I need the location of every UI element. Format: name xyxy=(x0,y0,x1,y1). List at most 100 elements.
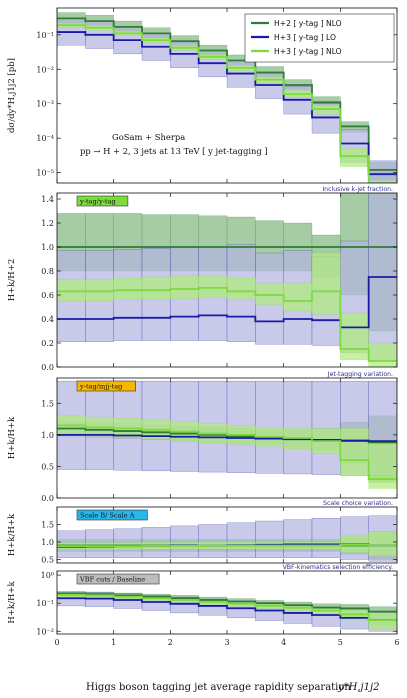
band-h3nlo-bin-11 xyxy=(368,531,397,557)
band-h3nlo-bin-2 xyxy=(113,278,143,301)
panel-caption-ratio-k: Inclusive k-jet fraction. xyxy=(322,186,393,193)
y-axis-label-scale: H+k/H+k xyxy=(7,513,17,556)
ytick-label-ratio-k-7: 1.4 xyxy=(41,195,54,204)
line-h3nlo-scale xyxy=(57,543,397,548)
panel-jet-tag: 0.0 0.5 1.0 1.5 H+k/H+k y-tag/mjj-tag Jet-tagg… xyxy=(7,371,398,503)
ytick-label-main-2: 10⁻³ xyxy=(36,100,54,109)
ytick-label-jet-tag-0: 0.0 xyxy=(41,494,54,503)
ytick-label-ratio-k-1: 0.2 xyxy=(41,339,54,348)
xtick-label-2: 2 xyxy=(168,638,173,647)
band-h3lo-bin-8 xyxy=(283,380,313,475)
badge-label-scale: Scale B/ Scale A xyxy=(80,512,135,520)
line-h3nlo-ratio-k xyxy=(57,286,397,362)
xtick-label-4: 4 xyxy=(281,638,286,647)
band-h3lo-bin-6 xyxy=(226,522,256,558)
xtick-label-6: 6 xyxy=(394,638,399,647)
ytick-label-main-0: 10⁻¹ xyxy=(36,31,54,40)
badge-label-ratio-k: y-tag/y-tag xyxy=(79,198,117,206)
band-h3nlo-bin-3 xyxy=(141,276,171,300)
band-h3lo-bin-11 xyxy=(368,160,397,183)
band-h3lo-bin-8 xyxy=(283,519,313,558)
badge-label-jet-tag: y-tag/mjj-tag xyxy=(79,383,123,391)
panel-caption-jet-tag: Jet-tagging variation. xyxy=(327,371,393,378)
legend-box xyxy=(244,13,395,63)
band-h3nlo-bin-1 xyxy=(85,279,114,302)
panel-plot-scale xyxy=(57,515,397,562)
x-axis-label: Higgs boson tagging jet average rapidity… xyxy=(86,682,351,693)
band-h3lo-bin-9 xyxy=(311,518,341,558)
panels-layer: 10⁻¹ 10⁻² 10⁻³ 10⁻⁴ 10⁻⁵ dσ/dy*H,j1j2 [pb] 0.0… xyxy=(7,7,400,647)
y-axis-label-jet-tag: H+k/H+k xyxy=(7,416,17,459)
band-h3nlo-bin-7 xyxy=(255,282,284,305)
line-h3lo-jet-tag xyxy=(57,433,397,443)
ytick-label-jet-tag-1: 0.5 xyxy=(41,462,54,471)
legend: H+2 [ y-tag ] NLO H+3 [ y-tag ] LO H+3 [… xyxy=(244,13,395,63)
ytick-label-ratio-k-0: 0.0 xyxy=(41,363,54,372)
line-h3nlo-main xyxy=(57,24,397,183)
panel-caption-vbf: VBF-kinematics selection efficiency. xyxy=(283,564,393,571)
band-h3nlo-bin-10 xyxy=(340,148,369,167)
ytick-label-ratio-k-2: 0.4 xyxy=(41,315,54,324)
panel-plot-jet-tag xyxy=(57,380,397,489)
xtick-label-1: 1 xyxy=(111,638,116,647)
band-group-h3nlo-ratio-k xyxy=(57,252,397,367)
band-h3lo-bin-9 xyxy=(311,380,341,475)
ytick-label-ratio-k-5: 1.0 xyxy=(41,243,54,252)
band-h3lo-bin-4 xyxy=(170,525,199,558)
ytick-label-ratio-k-3: 0.6 xyxy=(41,291,54,300)
panel-caption-scale: Scale choice variation. xyxy=(323,500,393,507)
ytick-label-main-1: 10⁻² xyxy=(36,65,54,74)
band-h3lo-bin-7 xyxy=(255,520,284,558)
ytick-label-jet-tag-3: 1.5 xyxy=(41,399,54,408)
ytick-label-main-3: 10⁻⁴ xyxy=(36,134,54,143)
ytick-label-scale-1: 1.0 xyxy=(41,538,54,547)
band-h3nlo-bin-11 xyxy=(368,342,397,367)
band-h3lo-bin-5 xyxy=(198,524,228,558)
panel-plot-ratio-k xyxy=(57,193,397,367)
legend-label-h3-lo: H+3 [ y-tag ] LO xyxy=(274,33,336,42)
band-h3nlo-bin-8 xyxy=(283,282,313,311)
line-h2-main xyxy=(57,17,397,171)
xtick-label-5: 5 xyxy=(338,638,343,647)
ytick-label-vbf-2: 10⁻² xyxy=(36,627,54,636)
panel-vbf: 10⁰ 10⁻¹ 10⁻² H+k/H+k VBF cuts / Baseline VBF… xyxy=(7,564,398,636)
ytick-label-ratio-k-4: 0.8 xyxy=(41,267,54,276)
line-h3lo-vbf xyxy=(57,597,397,622)
ytick-label-scale-0: 1.5 xyxy=(41,521,54,530)
ytick-label-vbf-0: 10⁰ xyxy=(41,571,54,580)
ytick-label-ratio-k-6: 1.2 xyxy=(41,219,54,228)
badge-box-ratio-k xyxy=(76,195,129,207)
ytick-label-vbf-1: 10⁻¹ xyxy=(36,599,54,608)
y-axis-label-vbf: H+k/H+k xyxy=(7,581,17,624)
line-h3nlo-jet-tag xyxy=(57,424,397,480)
band-h3nlo-bin-9 xyxy=(311,252,341,315)
band-h3nlo-bin-10 xyxy=(340,312,369,360)
legend-label-h2-nlo: H+2 [ y-tag ] NLO xyxy=(274,19,342,28)
panel-plot-main xyxy=(57,12,397,183)
line-h3nlo-vbf xyxy=(57,593,397,622)
band-h3nlo-bin-4 xyxy=(170,275,199,299)
y-axis-label-ratio-k: H+k/H+2 xyxy=(7,259,17,302)
ytick-label-jet-tag-2: 1.0 xyxy=(41,431,54,440)
badge-box-jet-tag xyxy=(76,380,137,392)
y-axis-label-main: dσ/dy*H,j1j2 [pb] xyxy=(7,58,17,133)
note-generator: GoSam + Sherpa xyxy=(112,132,185,142)
badge-box-scale xyxy=(76,509,148,521)
panel-scale: 1.5 1.0 0.5 H+k/H+k Scale B/ Scale A Scale ch… xyxy=(7,500,398,565)
badge-label-vbf: VBF cuts / Baseline xyxy=(79,576,145,584)
panel-ratio-k: 0.0 0.2 0.4 0.6 0.8 1.0 1.2 1.4 H+k/H+2 y-tag/y-t… xyxy=(7,186,398,372)
band-h3nlo-bin-0 xyxy=(57,279,86,302)
xtick-label-0: 0 xyxy=(54,638,59,647)
band-h3nlo-bin-10 xyxy=(340,428,369,477)
ytick-label-main-4: 10⁻⁵ xyxy=(36,169,54,178)
band-h3nlo-bin-11 xyxy=(368,440,397,489)
xtick-label-3: 3 xyxy=(224,638,229,647)
ytick-label-scale-2: 0.5 xyxy=(41,556,54,565)
panel-main: 10⁻¹ 10⁻² 10⁻³ 10⁻⁴ 10⁻⁵ dσ/dy*H,j1j2 [pb] xyxy=(7,7,398,184)
band-h3nlo-bin-5 xyxy=(198,275,228,298)
legend-label-h3-nlo: H+3 [ y-tag ] NLO xyxy=(274,47,342,56)
band-h3nlo-bin-6 xyxy=(226,278,256,301)
panel-plot-vbf xyxy=(57,591,397,632)
badge-box-vbf xyxy=(76,573,160,585)
